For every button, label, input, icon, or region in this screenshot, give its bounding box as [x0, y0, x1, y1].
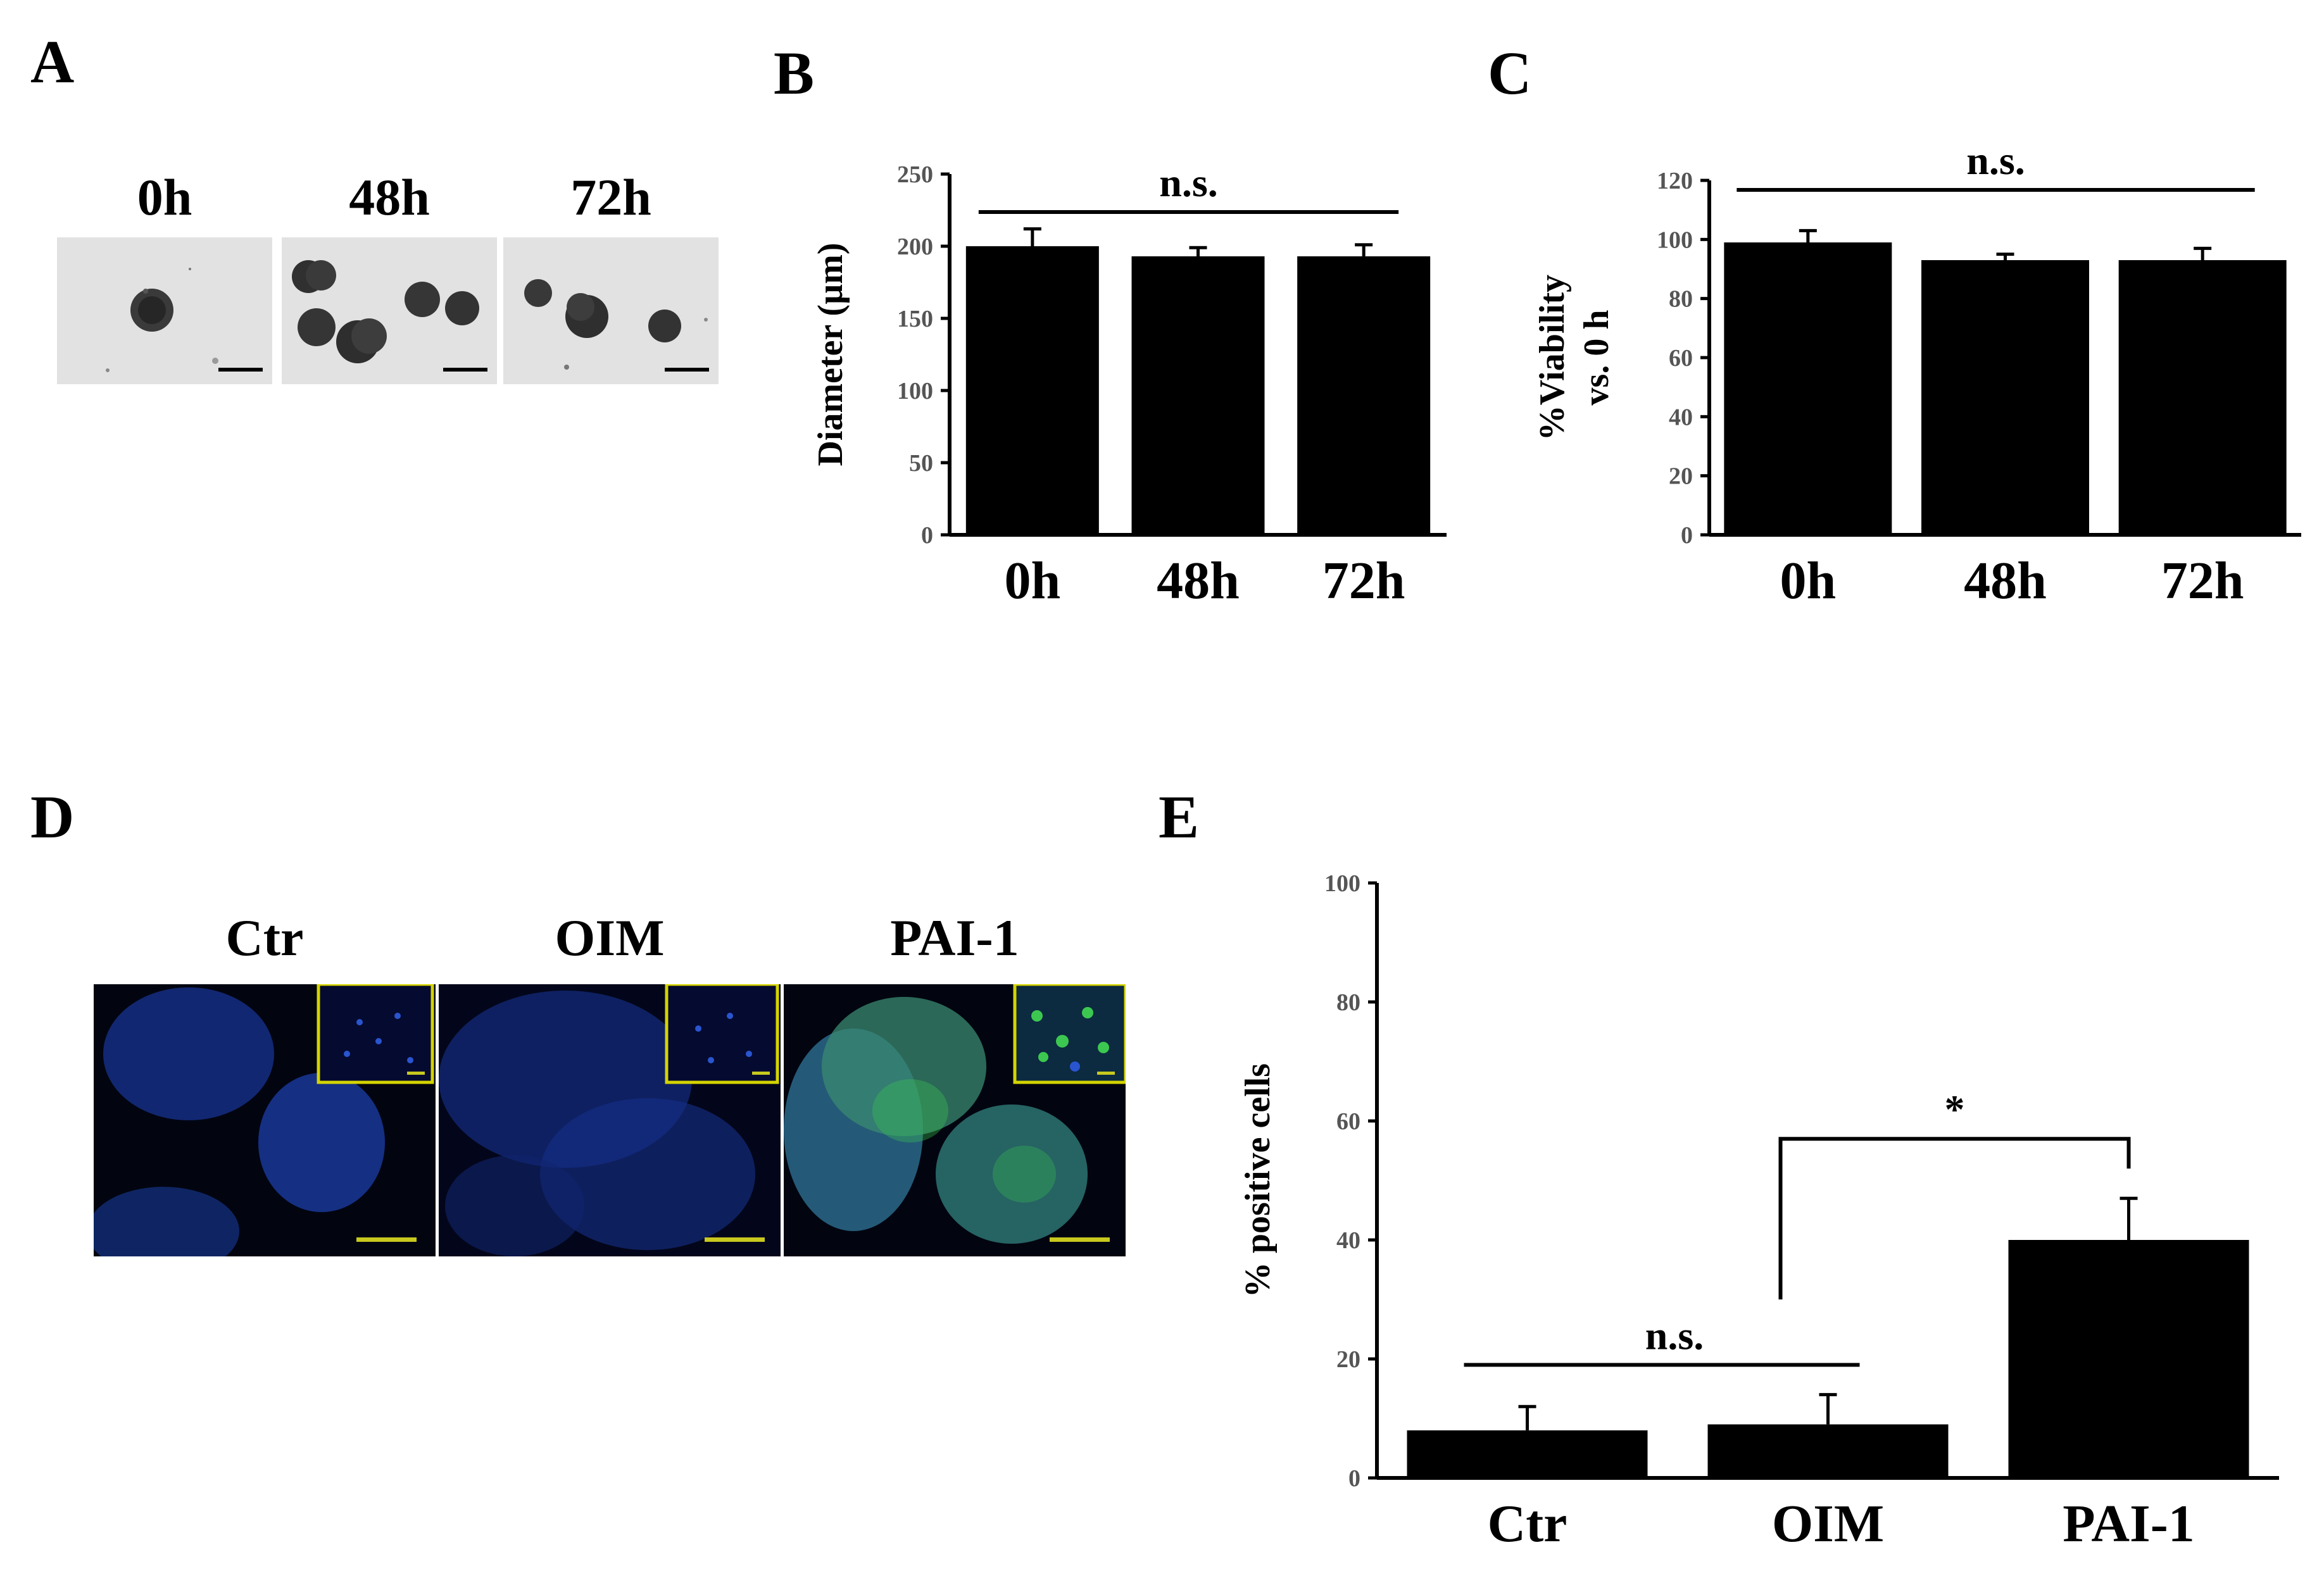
sig-label-b-0: n.s.	[1159, 160, 1218, 205]
sig-bracket-e-1	[1778, 1137, 2131, 1299]
y-tick-label-b-2: 100	[897, 378, 933, 404]
y-tick-label-e-3: 60	[1336, 1108, 1360, 1135]
panel-letter-e: E	[1159, 783, 1200, 851]
y-tick-label-c-5: 100	[1657, 227, 1693, 253]
bar-c-1	[1921, 260, 2089, 535]
y-tick-label-e-0: 0	[1348, 1465, 1360, 1492]
y-tick-label-b-0: 0	[921, 522, 933, 549]
micrograph-d-pai1	[784, 984, 1126, 1256]
y-tick-label-e-4: 80	[1336, 989, 1360, 1016]
x-tick-label-b-0: 0h	[1004, 551, 1060, 610]
x-tick-label-c-0: 0h	[1780, 551, 1836, 610]
y-tick-label-c-4: 80	[1669, 286, 1693, 313]
bar-e-0	[1407, 1430, 1648, 1478]
scale-bar-d-pai1	[1050, 1237, 1110, 1242]
inset-scale-bar-d-oim	[752, 1072, 770, 1075]
bar-e-2	[2008, 1240, 2249, 1478]
y-tick-label-c-2: 40	[1669, 404, 1693, 430]
inset-scale-bar-d-ctr	[407, 1072, 425, 1075]
x-tick-label-b-1: 48h	[1157, 551, 1240, 610]
scale-bar-d-ctr	[356, 1237, 417, 1242]
panel-d-label-oim: OIM	[555, 909, 665, 967]
y-tick-label-c-6: 120	[1657, 168, 1693, 194]
bar-b-2	[1297, 256, 1431, 535]
y-axis-label-c-line2: vs. 0 h	[1577, 310, 1616, 406]
y-tick-label-e-2: 40	[1336, 1227, 1360, 1254]
y-tick-label-b-5: 250	[897, 161, 933, 188]
y-tick-label-e-1: 20	[1336, 1346, 1360, 1373]
scale-bar-a-72h	[665, 368, 709, 372]
x-tick-label-e-0: Ctr	[1488, 1494, 1567, 1553]
scale-bar-a-48h	[443, 368, 487, 372]
bar-b-0	[965, 246, 1099, 535]
sig-label-e-0: n.s.	[1645, 1313, 1704, 1358]
inset-d-oim	[665, 984, 779, 1084]
x-tick-label-e-1: OIM	[1772, 1494, 1884, 1553]
panel-letter-c: C	[1488, 39, 1532, 107]
scale-bar-a-0h	[218, 368, 263, 372]
x-tick-label-c-1: 48h	[1964, 551, 2047, 610]
x-tick-label-c-2: 72h	[2161, 551, 2244, 610]
panel-a-label-72h: 72h	[570, 168, 651, 226]
panel-a-label-0h: 0h	[137, 168, 192, 226]
panel-letter-d: D	[30, 783, 75, 851]
y-tick-label-c-3: 60	[1669, 345, 1693, 372]
micrograph-a-48h	[282, 237, 497, 384]
x-tick-label-e-2: PAI-1	[2063, 1494, 2194, 1553]
micrograph-d-oim	[439, 984, 781, 1256]
x-tick-label-b-2: 72h	[1322, 551, 1405, 610]
bar-c-0	[1724, 242, 1892, 535]
y-tick-label-b-3: 150	[897, 306, 933, 332]
y-axis-label-e: % positive cells	[1238, 1063, 1278, 1298]
scale-bar-d-oim	[705, 1237, 765, 1242]
panel-a-label-48h: 48h	[349, 168, 430, 226]
y-tick-label-e-5: 100	[1324, 870, 1360, 897]
inset-scale-bar-d-pai1	[1097, 1072, 1115, 1075]
y-tick-label-c-1: 20	[1669, 463, 1693, 490]
sig-label-c-0: n.s.	[1966, 138, 2025, 183]
bar-e-1	[1707, 1424, 1949, 1478]
y-tick-label-b-1: 50	[909, 450, 933, 477]
sig-label-e-1: *	[1945, 1087, 1965, 1132]
panel-d-label-ctr: Ctr	[225, 909, 304, 967]
y-tick-label-b-4: 200	[897, 234, 933, 260]
y-tick-label-c-0: 0	[1681, 522, 1693, 549]
bar-b-1	[1131, 256, 1265, 535]
panel-letter-b: B	[774, 39, 815, 107]
y-axis-label-c-line1: %Viability	[1533, 275, 1572, 441]
micrograph-d-ctr	[94, 984, 436, 1256]
y-axis-label-b: Diameter (µm)	[811, 242, 850, 466]
bar-c-2	[2118, 260, 2287, 535]
panel-letter-a: A	[30, 28, 75, 96]
panel-d-label-pai1: PAI-1	[890, 909, 1019, 967]
micrograph-a-72h	[503, 237, 719, 384]
inset-d-ctr	[317, 984, 434, 1084]
micrograph-a-0h	[57, 237, 272, 384]
